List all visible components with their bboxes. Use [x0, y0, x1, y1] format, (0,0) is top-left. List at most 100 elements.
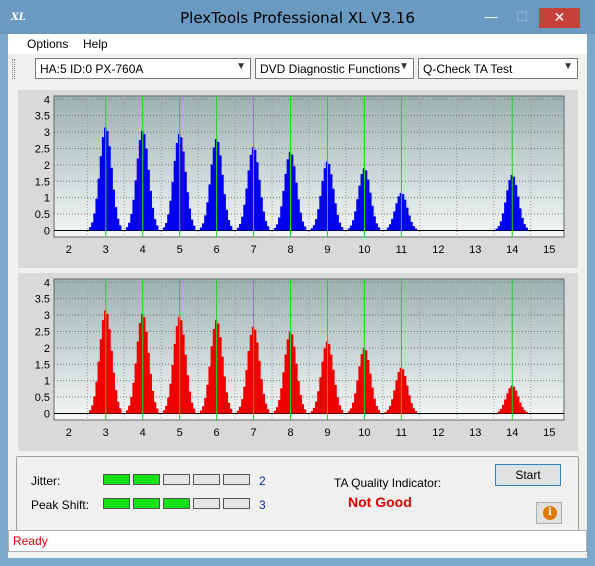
histogram-bar	[258, 360, 261, 414]
y-tick-label: 4	[44, 277, 50, 289]
histogram-bar	[321, 361, 324, 414]
x-tick-label: 7	[251, 427, 257, 439]
histogram-bar	[169, 383, 172, 414]
histogram-bar	[317, 391, 320, 414]
peak-shift-segment	[103, 498, 130, 509]
histogram-bar	[116, 218, 120, 231]
histogram-bar	[297, 381, 300, 414]
histogram-bar	[266, 409, 270, 414]
x-tick-label: 12	[432, 427, 444, 439]
histogram-bar	[162, 227, 166, 231]
y-tick-label: 0.5	[35, 392, 50, 404]
histogram-bar	[412, 226, 415, 231]
histogram-bar	[212, 328, 216, 414]
x-tick-label: 9	[324, 427, 330, 439]
histogram-bar	[217, 323, 220, 414]
toolbar-grip[interactable]	[12, 59, 15, 79]
title-bar[interactable]: XL PlexTools Professional XL V3.16 — ☐ ✕	[0, 0, 595, 34]
histogram-bar	[319, 195, 322, 231]
y-tick-label: 0	[44, 225, 50, 237]
drive-select[interactable]: HA:5 ID:0 PX-760A ▼	[35, 58, 251, 79]
histogram-bar	[167, 214, 170, 231]
x-tick-label: 14	[506, 427, 518, 439]
histogram-bar	[238, 406, 242, 414]
histogram-bar	[497, 226, 501, 231]
histogram-bar	[384, 411, 388, 414]
histogram-bar	[319, 377, 322, 414]
histogram-bar	[504, 399, 507, 414]
y-tick-label: 1	[44, 376, 50, 388]
histogram-bar	[506, 190, 509, 231]
histogram-bar	[369, 192, 372, 231]
histogram-bar	[315, 219, 318, 231]
x-tick-label: 10	[358, 427, 370, 439]
histogram-bar	[264, 220, 268, 231]
histogram-bar	[391, 399, 394, 414]
histogram-bar	[169, 200, 172, 231]
peak-shift-segment	[223, 498, 250, 509]
test-select[interactable]: Q-Check TA Test ▼	[418, 58, 578, 79]
histogram-bar	[356, 380, 359, 414]
histogram-bar	[89, 410, 92, 414]
histogram-bar	[225, 209, 229, 231]
close-button[interactable]: ✕	[539, 8, 580, 28]
histogram-bar	[190, 219, 194, 231]
histogram-bar	[336, 397, 339, 414]
histogram-bar	[236, 227, 240, 231]
histogram-bar	[132, 199, 135, 231]
minimize-button[interactable]: —	[484, 9, 498, 24]
histogram-bar	[149, 373, 152, 414]
histogram-bar	[330, 174, 333, 231]
chevron-down-icon: ▼	[563, 61, 573, 72]
histogram-bar	[273, 410, 277, 414]
start-button[interactable]: Start	[495, 464, 561, 486]
histogram-bar	[519, 208, 522, 231]
histogram-bar	[288, 152, 292, 231]
histogram-bar	[175, 326, 179, 414]
histogram-bar	[512, 386, 516, 414]
histogram-bar	[106, 313, 109, 414]
histogram-bar	[334, 203, 337, 231]
histogram-bar	[253, 329, 257, 414]
histogram-bar	[303, 409, 307, 414]
histogram-bar	[130, 396, 133, 414]
info-button[interactable]: i	[536, 502, 562, 524]
histogram-bar	[401, 194, 405, 231]
jitter-segment	[193, 474, 220, 485]
histogram-bar	[369, 373, 372, 414]
histogram-bar	[180, 320, 183, 414]
histogram-bar	[521, 217, 524, 231]
histogram-bar	[367, 359, 370, 414]
histogram-bar	[241, 399, 244, 414]
histogram-bar	[403, 375, 407, 414]
x-tick-label: 9	[324, 244, 330, 256]
histogram-bar	[523, 224, 526, 231]
histogram-bar	[101, 137, 105, 231]
histogram-bar	[367, 179, 370, 231]
histogram-bar	[91, 405, 94, 414]
histogram-bar	[373, 216, 376, 231]
x-tick-label: 11	[396, 427, 407, 439]
y-tick-label: 1.5	[35, 176, 50, 188]
histogram-bar	[290, 154, 294, 231]
histogram-bar	[208, 184, 211, 231]
histogram-bar	[260, 379, 263, 414]
histogram-bar	[301, 221, 305, 231]
histogram-bar	[499, 221, 503, 231]
menu-options[interactable]: Options	[27, 37, 68, 51]
histogram-bar	[180, 137, 183, 231]
function-select[interactable]: DVD Diagnostic Functions ▼	[255, 58, 414, 79]
info-icon: i	[543, 506, 557, 520]
x-tick-label: 5	[177, 244, 183, 256]
histogram-bar	[134, 180, 137, 231]
histogram-bar	[393, 390, 396, 414]
histogram-bar	[162, 410, 166, 414]
histogram-bar	[256, 162, 259, 231]
menu-help[interactable]: Help	[83, 37, 108, 51]
histogram-bar	[295, 363, 298, 414]
histogram-bar	[360, 354, 363, 414]
histogram-bar	[247, 170, 250, 231]
histogram-bar	[375, 223, 378, 231]
histogram-bar	[245, 369, 248, 414]
